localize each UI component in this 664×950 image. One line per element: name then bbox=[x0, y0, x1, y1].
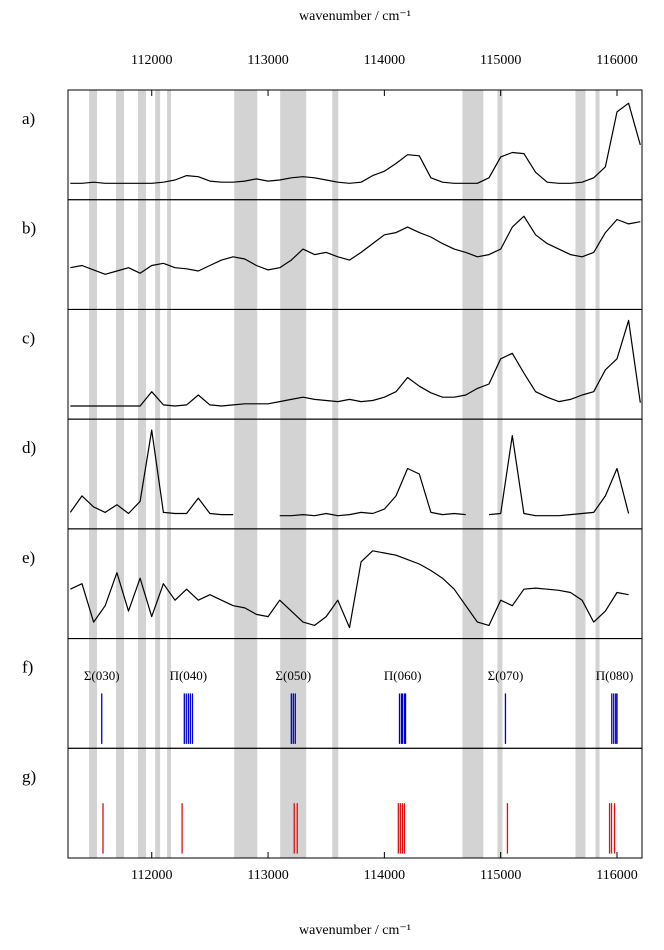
panel-label: e) bbox=[22, 548, 35, 567]
spectrum-line bbox=[70, 319, 641, 407]
shaded-region bbox=[332, 90, 339, 858]
spectrum-line bbox=[70, 550, 629, 629]
x-tick-label-bottom: 112000 bbox=[131, 868, 172, 883]
shaded-region bbox=[116, 90, 125, 858]
panel-label: g) bbox=[22, 767, 36, 786]
panel-label: c) bbox=[22, 328, 35, 347]
shaded-region bbox=[138, 90, 147, 858]
x-tick-label-top: 116000 bbox=[596, 53, 637, 68]
x-tick-label-bottom: 113000 bbox=[247, 868, 288, 883]
shaded-region bbox=[575, 90, 586, 858]
panel-frame bbox=[67, 747, 643, 859]
x-axis-title-top: wavenumber / cm⁻¹ bbox=[299, 9, 411, 24]
shaded-region bbox=[89, 90, 98, 858]
shaded-region bbox=[462, 90, 484, 858]
x-axis-title-bottom: wavenumber / cm⁻¹ bbox=[299, 923, 411, 938]
group-label: Π(080) bbox=[596, 668, 634, 683]
x-tick-label-bottom: 115000 bbox=[480, 868, 521, 883]
panel-label: a) bbox=[22, 109, 35, 128]
x-tick-label-bottom: 114000 bbox=[364, 868, 405, 883]
x-tick-label-top: 113000 bbox=[247, 53, 288, 68]
spectrum-line bbox=[70, 215, 641, 275]
shaded-region bbox=[595, 90, 600, 858]
spectrum-line bbox=[70, 102, 641, 184]
shaded-region bbox=[497, 90, 503, 858]
panel-label: f) bbox=[22, 657, 33, 676]
group-label: Σ(050) bbox=[275, 668, 311, 683]
group-label: Π(040) bbox=[170, 668, 208, 683]
x-tick-label-bottom: 116000 bbox=[596, 868, 637, 883]
x-tick-label-top: 112000 bbox=[131, 53, 172, 68]
shaded-region bbox=[167, 90, 172, 858]
panel-label: d) bbox=[22, 438, 36, 457]
x-tick-label-top: 115000 bbox=[480, 53, 521, 68]
spectrum-line bbox=[69, 429, 630, 517]
x-tick-label-top: 114000 bbox=[364, 53, 405, 68]
group-label: Σ(070) bbox=[488, 668, 524, 683]
group-label: Π(060) bbox=[384, 668, 422, 683]
panel-label: b) bbox=[22, 219, 36, 238]
group-label: Σ(030) bbox=[84, 668, 120, 683]
shaded-region bbox=[234, 90, 258, 858]
